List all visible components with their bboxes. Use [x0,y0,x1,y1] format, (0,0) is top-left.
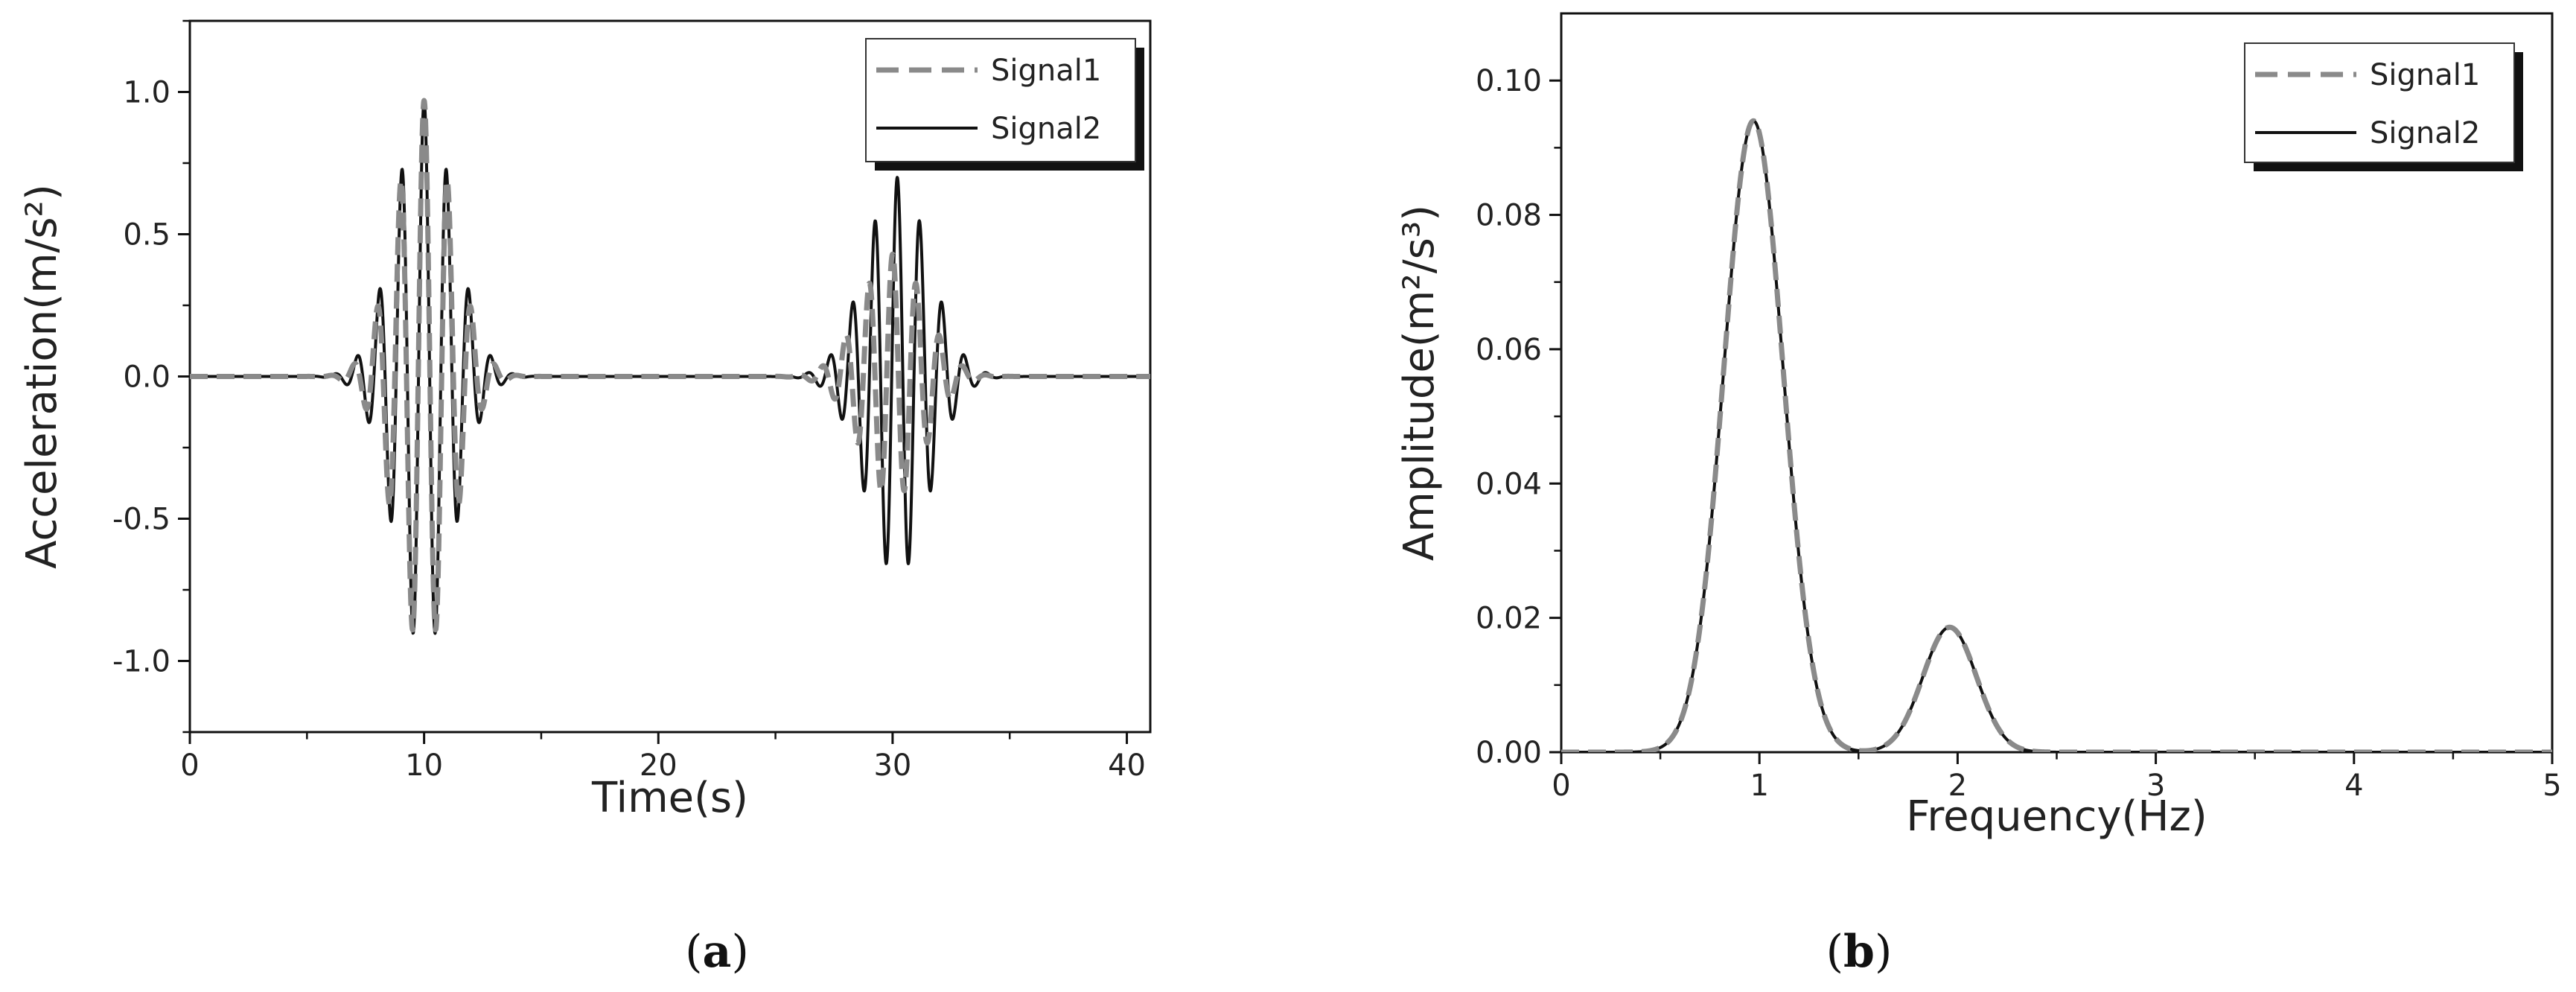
panel-label-b: (b) [1826,926,1893,978]
legend-label-signal1: Signal1 [2370,58,2480,92]
legend-box [2244,42,2515,163]
legend-box [865,38,1136,162]
series-line-signal1 [190,98,1150,633]
y-tick-label: 1.0 [123,76,170,110]
x-tick-label: 0 [180,748,199,783]
y-tick-label: 0.04 [1476,467,1542,501]
y-tick-label: 0.0 [123,360,170,395]
legend: Signal1 Signal2 [865,38,1144,171]
y-tick-label: -1.0 [112,645,170,679]
x-tick-label: 20 [640,748,678,783]
x-tick-label: 40 [1108,748,1146,783]
x-axis-title: Time(s) [591,774,748,822]
legend-label-signal2: Signal2 [2370,116,2480,150]
chart-a-time-domain: 0 10 20 30 40 -1.0 -0.5 0.0 0.5 1.0 Time(s) Acceler… [18,19,1152,822]
y-tick-label: 0.00 [1476,736,1542,770]
y-axis-title: Amplitude(m²/s³) [1395,205,1444,561]
legend-label-signal2: Signal2 [991,112,1101,146]
series-line-signal1 [1561,118,2552,752]
legend-label-signal1: Signal1 [991,54,1101,88]
y-tick-label: -0.5 [112,503,170,537]
y-tick-label: 0.02 [1476,602,1542,636]
y-tick-label: 0.08 [1476,199,1542,233]
x-tick-label: 2 [1948,769,1967,803]
series-line-signal2 [1561,119,2552,752]
y-tick-label: 0.06 [1476,333,1542,367]
x-tick-label: 5 [2542,769,2561,803]
x-tick-label: 0 [1552,769,1570,803]
x-tick-label: 30 [873,748,911,783]
chart-b-frequency-domain: 0 1 2 3 4 5 0.00 0.02 0.04 0.06 0.08 0.10 Frequency(… [1395,12,2562,841]
legend: Signal1 Signal2 [2244,42,2523,171]
x-axis-title: Frequency(Hz) [1906,792,2207,841]
x-tick-label: 3 [2146,769,2165,803]
panel-label-a: (a) [685,926,749,978]
y-axis-title: Acceleration(m/s²) [18,184,66,569]
x-tick-label: 1 [1750,769,1768,803]
x-tick-label: 10 [405,748,443,783]
y-tick-label: 0.5 [123,218,170,252]
y-tick-label: 0.10 [1476,64,1542,98]
x-tick-label: 4 [2344,769,2363,803]
series-line-signal2 [190,99,1150,635]
